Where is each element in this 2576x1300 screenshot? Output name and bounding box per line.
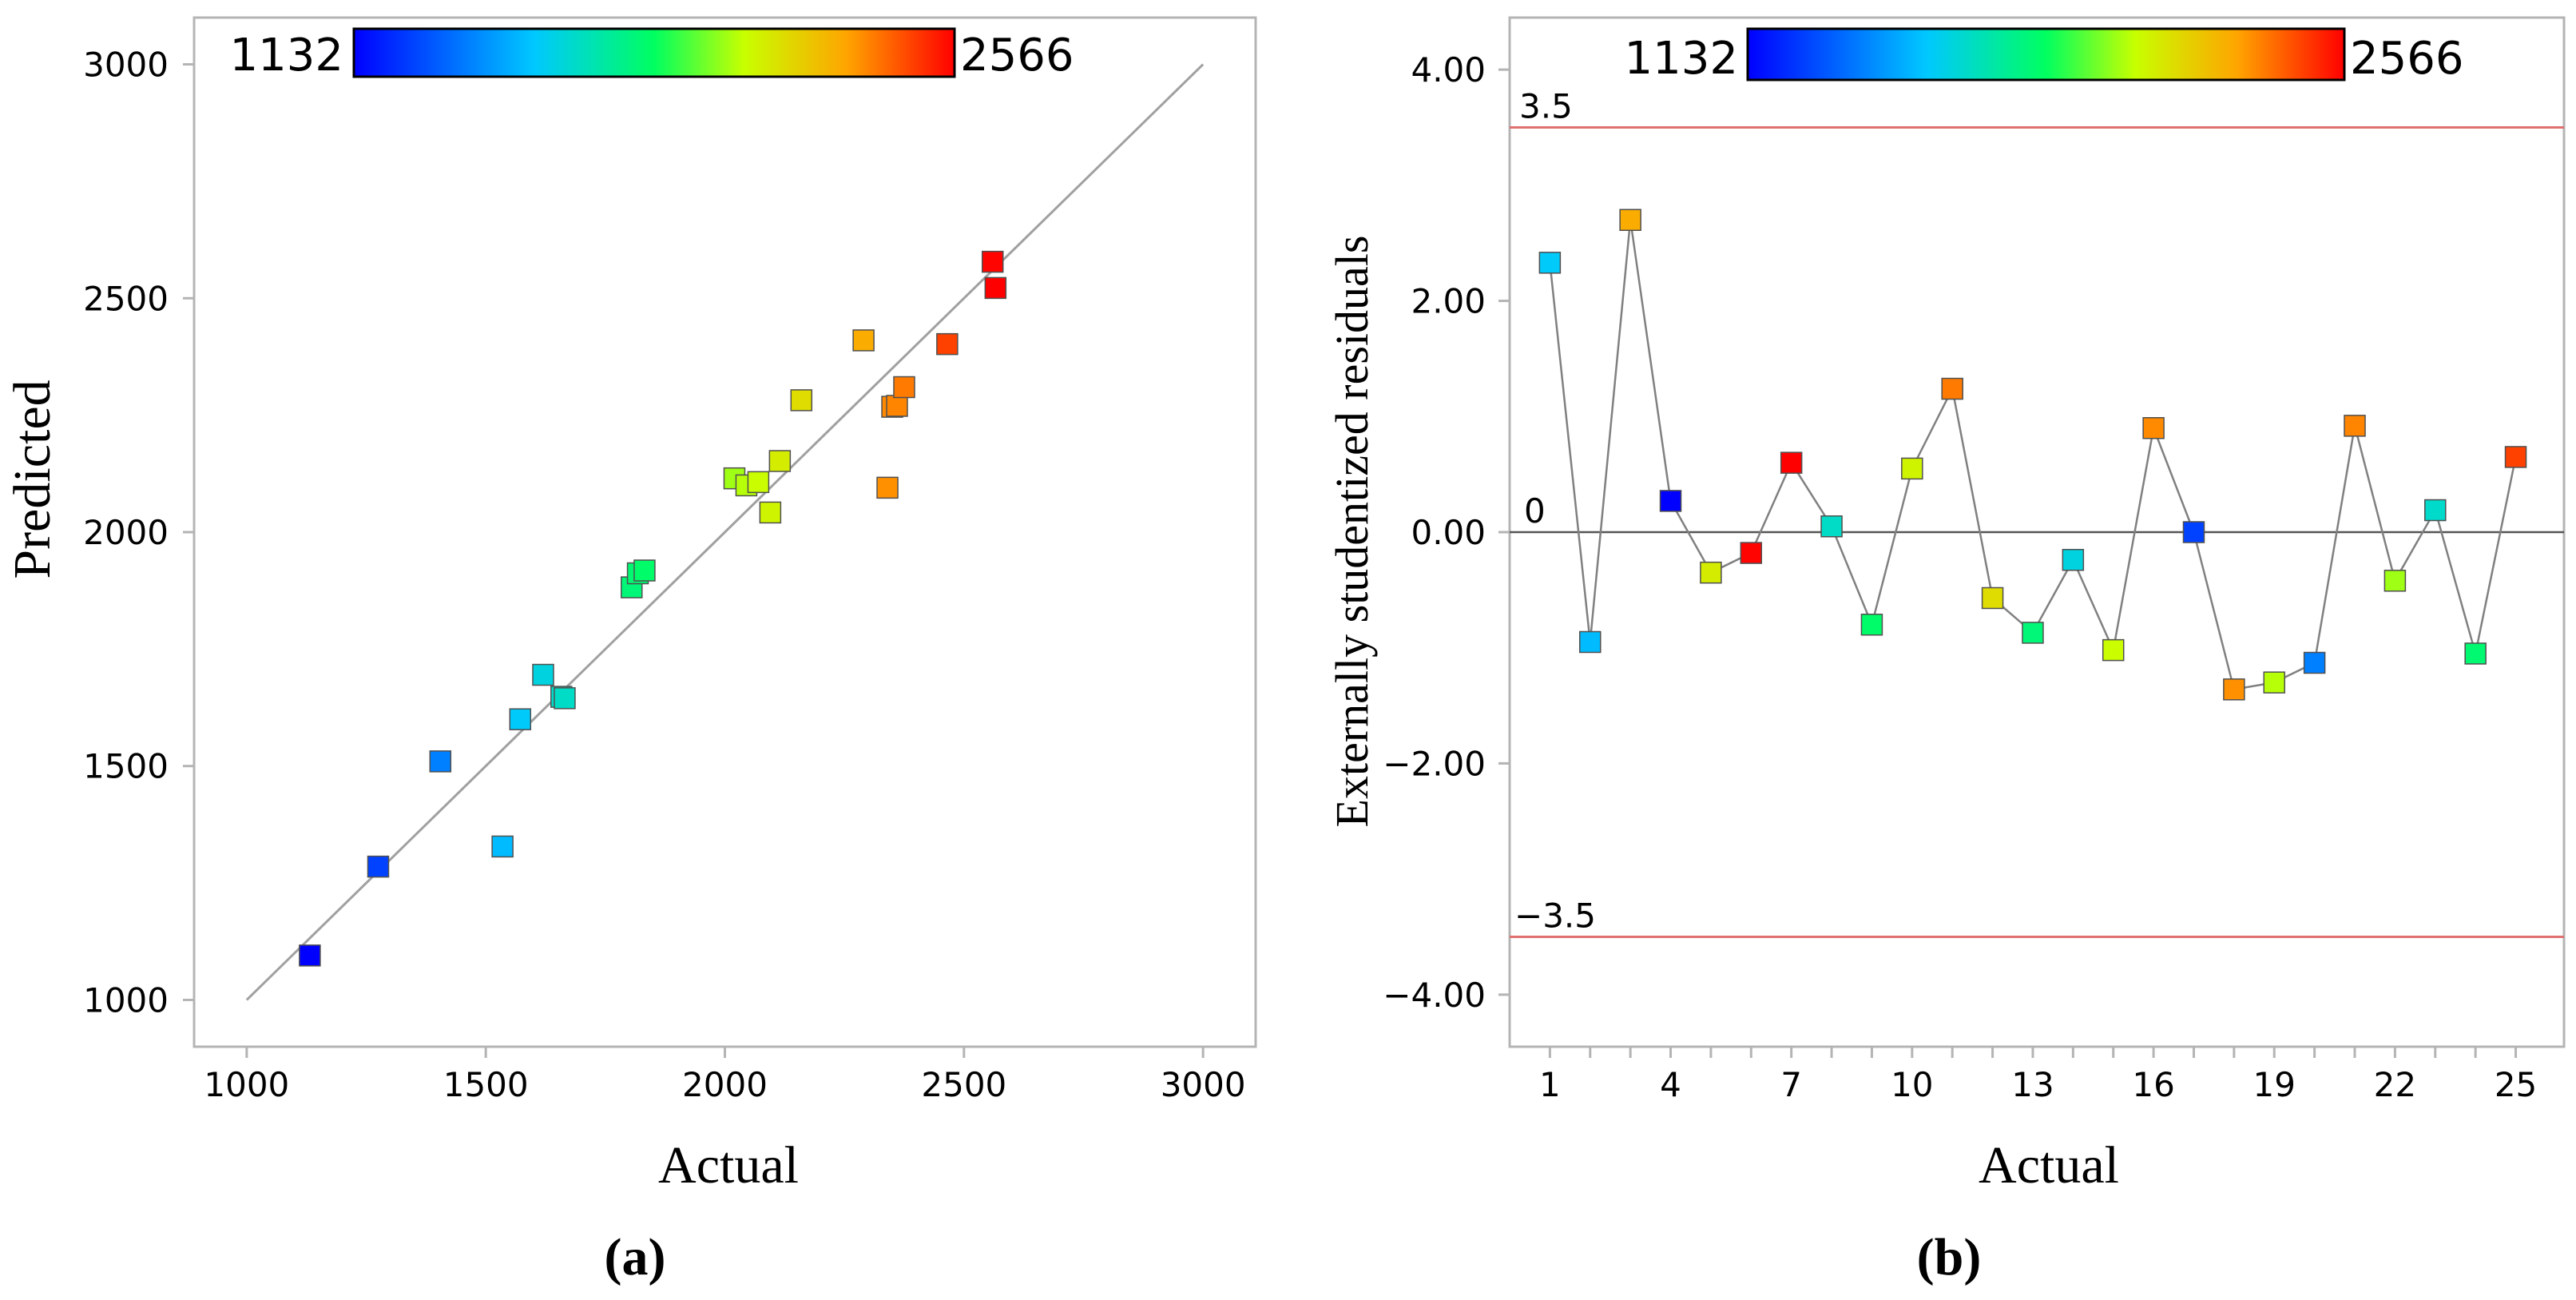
panel-a-axis-ticks: 1000 1500 2000 2500 3000 1000 1500 2000 2500 3000 — [83, 46, 1245, 1104]
panel-b-y-tick-label: 4.00 — [1411, 50, 1486, 89]
panel-b-data-point — [1538, 252, 1562, 274]
panel-a-colorbar-gradient — [352, 27, 956, 78]
panel-b-data-point — [1901, 457, 1923, 480]
panel-b-data-point — [2263, 671, 2286, 694]
panel-a-y-axis-label: Predicted — [3, 380, 62, 578]
panel-b-y-axis-label: Externally studentized residuals — [1326, 236, 1378, 828]
panel-b-data-point — [2464, 642, 2487, 665]
panel-a-data-point — [747, 471, 770, 494]
panel-b-data-point — [2142, 417, 2165, 439]
panel-b-x-tick-label: 16 — [2132, 1065, 2174, 1104]
panel-b-colorbar-max-label: 2566 — [2350, 33, 2464, 85]
panel-b-x-tick-label: 19 — [2253, 1065, 2296, 1104]
panel-b-data-point — [1860, 614, 1883, 636]
panel-b-residual-series — [1538, 209, 2527, 701]
panel-b-data-point — [2504, 446, 2527, 468]
panel-a-data-point — [936, 332, 959, 356]
panel-a-data-point — [429, 750, 452, 773]
panel-a-fit-line — [245, 63, 1205, 1001]
panel-a-data-point — [984, 276, 1007, 300]
panel-b-data-point — [2303, 651, 2326, 674]
panel-a-x-tick-label: 2500 — [921, 1065, 1006, 1104]
panel-b-y-tick-label: 2.00 — [1411, 282, 1486, 321]
panel-b-x-tick-label: 22 — [2374, 1065, 2416, 1104]
panel-b-lower-limit-label: −3.5 — [1514, 896, 1596, 936]
panel-a-data-point — [633, 559, 656, 582]
panel-a-data-point — [981, 250, 1004, 273]
panel-b-data-point — [2223, 678, 2245, 701]
panel-b-data-point — [1700, 561, 1722, 584]
panel-b-caption: (b) — [1917, 1228, 1982, 1286]
panel-a-data-point — [768, 450, 792, 472]
panel-b-data-point — [1740, 542, 1763, 564]
panel-a-data-points — [299, 250, 1007, 967]
panel-a-data-point — [790, 389, 813, 411]
panel-b-colorbar: 1132 2566 — [1624, 27, 2464, 85]
panel-b-x-tick-label: 13 — [2011, 1065, 2054, 1104]
panel-b-data-point — [1981, 586, 2004, 610]
panel-a-x-tick-label: 2000 — [682, 1065, 768, 1104]
panel-a-data-point — [554, 687, 576, 710]
panel-b-colorbar-min-label: 1132 — [1624, 33, 1738, 85]
panel-a-scatter-plot: 1000 1500 2000 2500 3000 1000 1500 2000 2500 3000… — [3, 16, 1257, 1286]
panel-b-upper-limit-label: 3.5 — [1519, 86, 1573, 125]
panel-b-data-point — [1619, 209, 1641, 232]
panel-a-data-point — [759, 501, 782, 524]
panel-a-data-point — [893, 376, 915, 399]
panel-b-x-tick-label: 25 — [2495, 1065, 2537, 1104]
panel-b-colorbar-gradient — [1746, 27, 2346, 81]
panel-b-data-point — [1780, 451, 1803, 474]
panel-b-data-point — [2022, 622, 2044, 644]
panel-b-data-point — [2344, 415, 2366, 437]
panel-b-data-point — [2383, 570, 2407, 592]
panel-a-data-point — [491, 835, 514, 858]
panel-a-data-point — [876, 476, 899, 499]
panel-b-y-tick-label: −2.00 — [1383, 744, 1486, 783]
panel-a-y-tick-label: 1000 — [83, 980, 169, 1020]
panel-a-x-axis-label: Actual — [658, 1136, 799, 1195]
panel-b-data-point — [2062, 548, 2085, 571]
panel-b-x-tick-label: 7 — [1780, 1065, 1802, 1104]
panel-a-data-point — [852, 329, 875, 352]
panel-a-x-tick-label: 1500 — [443, 1065, 529, 1104]
panel-a-colorbar: 1132 2566 — [229, 27, 1074, 81]
panel-b-data-point — [1579, 630, 1602, 654]
panel-b-data-point — [2424, 499, 2447, 522]
panel-a-data-point — [532, 663, 554, 686]
panel-a-x-tick-label: 1000 — [204, 1065, 289, 1104]
panel-a-y-tick-label: 3000 — [83, 46, 169, 85]
panel-a-colorbar-min-label: 1132 — [229, 30, 343, 81]
panel-b-data-point — [1941, 377, 1963, 400]
panel-a-y-tick-label: 1500 — [83, 747, 169, 786]
panel-b-series-line — [1549, 220, 2517, 691]
panel-a-data-point — [299, 944, 321, 967]
panel-b-axis-ticks: 1 4 7 10 13 16 19 22 25 −4.00 −2.00 0.00 2.00 4.00 — [1383, 50, 2537, 1104]
panel-a-x-tick-label: 3000 — [1161, 1065, 1246, 1104]
panel-b-data-point — [2102, 638, 2125, 662]
panel-b-zero-label: 0 — [1524, 491, 1546, 531]
panel-a-y-tick-label: 2500 — [83, 279, 169, 318]
panel-a-data-point — [367, 855, 390, 878]
panel-b-x-axis-label: Actual — [1979, 1136, 2119, 1195]
panel-a-data-point — [886, 395, 908, 417]
panel-a-caption: (a) — [605, 1228, 666, 1286]
panel-b-x-tick-label: 1 — [1539, 1065, 1561, 1104]
panel-b-y-tick-label: 0.00 — [1411, 513, 1486, 552]
panel-b-x-tick-label: 4 — [1660, 1065, 1681, 1104]
panel-b-y-tick-label: −4.00 — [1383, 976, 1486, 1015]
panel-b-data-point — [1820, 515, 1843, 538]
panel-b-residuals-plot: 3.5 −3.5 0 1 4 7 10 13 16 19 22 25 −4.00 −2.00 0.00… — [1326, 16, 2566, 1286]
panel-a-y-tick-label: 2000 — [83, 513, 169, 552]
panel-b-x-tick-label: 10 — [1891, 1065, 1933, 1104]
panel-b-data-point — [2182, 521, 2205, 543]
panel-a-colorbar-max-label: 2566 — [960, 30, 1074, 81]
panel-b-data-point — [1659, 490, 1682, 512]
panel-a-data-point — [509, 708, 532, 730]
